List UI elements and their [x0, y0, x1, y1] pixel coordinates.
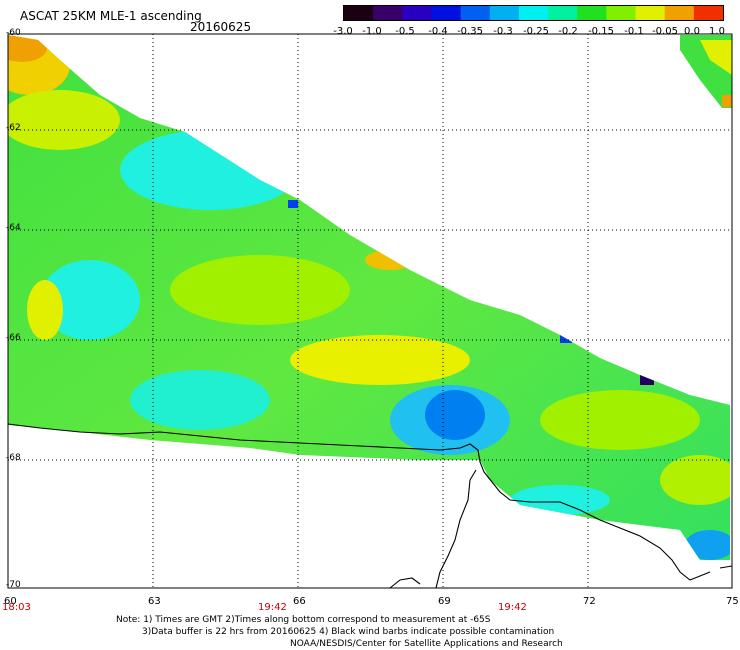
colorbar-swatch: [635, 6, 666, 20]
graticule: [8, 34, 732, 588]
lon-label: 66: [293, 596, 306, 607]
lat-label: -70: [6, 580, 21, 590]
lat-label: -60: [6, 28, 21, 38]
colorbar-label: -3.0: [333, 26, 353, 37]
colorbar-swatch: [373, 6, 403, 20]
colorbar-swatch: [460, 6, 491, 20]
colorbar-label: -0.15: [588, 26, 614, 37]
colorbar-swatch: [548, 6, 578, 20]
lon-label: 72: [583, 596, 596, 607]
colorbar-swatch: [693, 6, 723, 20]
swath-data: [8, 35, 730, 560]
colorbar-label: -0.4: [428, 26, 448, 37]
time-label: 19:42: [498, 602, 527, 613]
lat-label: -64: [6, 223, 21, 233]
map-date: 20160625: [190, 20, 252, 34]
lon-label: 69: [438, 596, 451, 607]
data-patch-northeast: [680, 35, 732, 108]
data-map: [7, 33, 733, 589]
colorbar-label: -0.1: [624, 26, 644, 37]
colorbar-label: 0.0: [684, 26, 700, 37]
lon-label: 63: [148, 596, 161, 607]
time-label: 19:42: [258, 602, 287, 613]
colorbar-swatch: [344, 6, 374, 20]
lat-label: -62: [6, 123, 21, 133]
colorbar-swatch: [431, 6, 462, 20]
colorbar-label: -0.2: [558, 26, 578, 37]
coastline: [7, 423, 733, 589]
lon-label: 60: [4, 596, 17, 607]
colorbar-swatch: [518, 6, 549, 20]
colorbar-swatch: [402, 6, 432, 20]
colorbar-labels: -3.0 -1.0 -0.5 -0.4 -0.35 -0.3 -0.25 -0.…: [333, 0, 725, 40]
credit-line: NOAA/NESDIS/Center for Satellite Applica…: [290, 639, 563, 649]
colorbar-label: -0.25: [523, 26, 549, 37]
note-line-1: Note: 1) Times are GMT 2)Times along bot…: [116, 615, 491, 625]
time-label: 18:03: [2, 602, 31, 613]
colorbar-label: -0.35: [457, 26, 483, 37]
colorbar-swatch: [577, 6, 607, 20]
lat-label: -68: [6, 453, 21, 463]
colorbar-label: -1.0: [362, 26, 382, 37]
colorbar-label: -0.05: [652, 26, 678, 37]
colorbar-swatch: [489, 6, 520, 20]
colorbar-swatch: [606, 6, 637, 20]
colorbar-swatch: [664, 6, 695, 20]
note-line-2: 3)Data buffer is 22 hrs from 20160625 4)…: [142, 627, 555, 637]
lon-label: 75: [726, 596, 739, 607]
colorbar: [343, 5, 724, 21]
colorbar-label: -0.5: [395, 26, 415, 37]
colorbar-label: -0.3: [493, 26, 513, 37]
colorbar-label: 1.0: [709, 26, 725, 37]
map-frame: [7, 33, 733, 589]
map-title: ASCAT 25KM MLE-1 ascending: [20, 9, 202, 23]
lat-label: -66: [6, 333, 21, 343]
